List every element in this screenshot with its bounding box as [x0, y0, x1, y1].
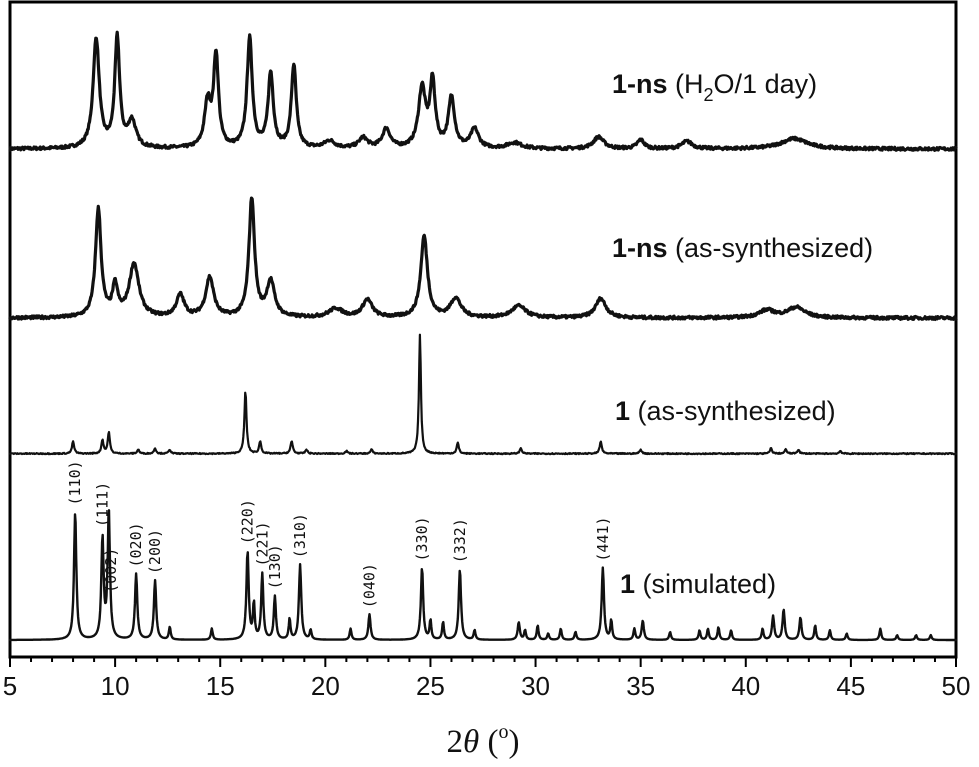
- xlabel-close: ): [508, 724, 519, 760]
- series-label-bold: 1: [620, 569, 635, 599]
- series-labels: 1-ns (H2O/1 day)1-ns (as-synthesized)1 (…: [612, 69, 873, 599]
- xlabel-degree: o: [498, 721, 508, 743]
- hkl-label: (332): [451, 518, 469, 563]
- plot-frame: [8, 0, 958, 659]
- x-tick-label: 20: [311, 671, 340, 701]
- hkl-label: (221): [253, 521, 271, 566]
- traces-group: [8, 30, 958, 642]
- series-label-rest: (as-synthesized): [630, 396, 836, 426]
- hkl-annotations: (110) (111) (002) (020) (200) (220)(221)(130)…: [66, 460, 612, 608]
- hkl-label: (441): [594, 516, 612, 561]
- series-label-bold: 1: [615, 396, 630, 426]
- series-label-end: O/1 day): [714, 69, 818, 99]
- hkl-label: (200): [146, 529, 164, 574]
- hkl-label: (002): [102, 548, 120, 593]
- trace-ns_water: [8, 30, 958, 152]
- series-label-sim: 1 (simulated): [620, 569, 776, 599]
- series-label-rest: (simulated): [635, 569, 776, 599]
- hkl-label: (040): [361, 563, 379, 608]
- series-label-as: 1 (as-synthesized): [615, 396, 836, 426]
- x-tick-label: 50: [942, 671, 971, 701]
- series-label-rest: (H: [668, 69, 704, 99]
- series-label-ns_as: 1-ns (as-synthesized): [612, 233, 873, 263]
- x-tick-label: 15: [206, 671, 235, 701]
- x-tick-label: 5: [3, 671, 17, 701]
- trace-ns_as: [8, 196, 958, 321]
- x-axis: 5 10 15 20 25 30 35 40 45 50: [3, 657, 971, 701]
- x-tick-label: 40: [731, 671, 760, 701]
- series-label-rest: (as-synthesized): [668, 233, 874, 263]
- x-tick-label: 10: [101, 671, 130, 701]
- hkl-label: (020): [127, 522, 145, 567]
- series-label-bold: 1-ns: [612, 69, 668, 99]
- hkl-label: (111): [94, 482, 112, 527]
- hkl-label: (130): [266, 544, 284, 589]
- trace-sim: [8, 509, 958, 642]
- hkl-label: (330): [413, 516, 431, 561]
- xlabel-unit: (: [479, 724, 498, 760]
- x-tick-label: 30: [521, 671, 550, 701]
- x-axis-label: 2θ (o): [447, 721, 520, 760]
- xlabel-theta: θ: [463, 724, 479, 760]
- series-label-bold: 1-ns: [612, 233, 668, 263]
- trace-as: [8, 333, 958, 456]
- x-tick-label: 35: [626, 671, 655, 701]
- x-tick-label: 25: [416, 671, 445, 701]
- xlabel-main: 2: [447, 724, 464, 760]
- series-label-subscript: 2: [704, 85, 714, 105]
- series-label-ns_water: 1-ns (H2O/1 day): [612, 69, 817, 105]
- hkl-label: (310): [291, 513, 309, 558]
- x-tick-label: 45: [836, 671, 865, 701]
- hkl-label: (110): [66, 460, 84, 505]
- hkl-label: (220): [239, 499, 257, 544]
